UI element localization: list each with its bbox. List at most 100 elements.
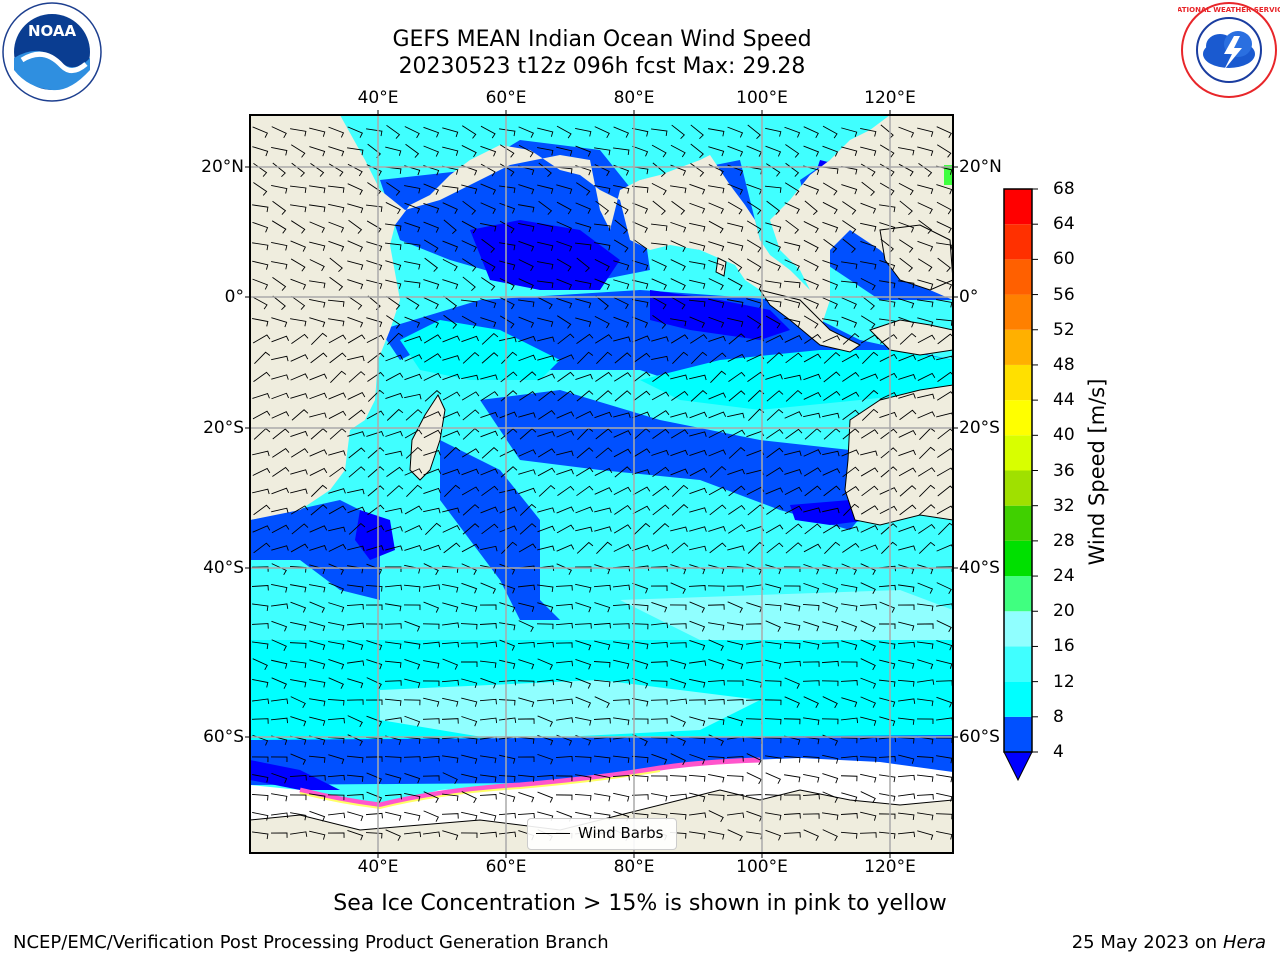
wind-barb — [499, 488, 517, 495]
wind-barb — [366, 334, 385, 344]
wind-barb — [671, 124, 685, 139]
wind-barb — [499, 242, 516, 251]
wind-barb — [576, 390, 594, 402]
legend-label: Wind Barbs — [578, 824, 664, 842]
wind-barb — [404, 126, 420, 139]
wind-barb — [594, 223, 611, 231]
wind-barb — [385, 717, 403, 723]
wind-barb — [481, 447, 499, 459]
wind-barb — [917, 354, 936, 362]
wind-barb — [594, 755, 611, 763]
wind-barb — [405, 446, 423, 459]
wind-barb — [632, 145, 649, 157]
wind-barb — [252, 126, 269, 138]
wind-barb — [651, 278, 667, 290]
wind-barb — [632, 659, 649, 670]
wind-barb — [650, 718, 668, 724]
wind-barb — [367, 504, 385, 516]
wind-barb — [271, 507, 289, 514]
wind-barb — [348, 371, 366, 383]
wind-barb — [671, 504, 689, 516]
wind-barb — [612, 774, 630, 781]
wind-barb — [480, 125, 496, 139]
wind-barb — [727, 545, 745, 551]
wind-barb — [253, 182, 268, 196]
wind-barb — [404, 811, 421, 821]
wind-barb — [367, 389, 385, 402]
wind-barb — [557, 315, 572, 329]
colorbar-tick-label: 48 — [1053, 354, 1075, 375]
wind-barb — [917, 202, 933, 215]
wind-barb — [650, 661, 668, 667]
wind-barb — [442, 622, 460, 628]
wind-barb — [670, 412, 688, 418]
wind-barb — [936, 201, 952, 215]
wind-barb — [784, 126, 801, 138]
wind-barb — [385, 242, 402, 250]
wind-barb — [936, 659, 953, 669]
wind-barb — [670, 259, 686, 272]
wind-barb — [330, 370, 347, 384]
wind-barb — [689, 202, 706, 214]
wind-barb — [348, 466, 366, 478]
wind-barb — [556, 298, 573, 309]
wind-barb — [783, 813, 801, 819]
wind-barb — [346, 604, 364, 610]
wind-barb — [613, 279, 630, 290]
wind-barb — [556, 146, 573, 156]
wind-barb — [536, 774, 554, 781]
wind-barb — [555, 660, 574, 667]
wind-barb — [404, 641, 421, 650]
wind-barb — [405, 143, 420, 158]
wind-barb — [270, 717, 289, 724]
wind-barb — [670, 221, 687, 233]
footer-date-text: 25 May 2023 on — [1071, 932, 1218, 953]
wind-barb — [252, 296, 268, 310]
wind-barb — [290, 373, 309, 381]
wind-barb — [251, 793, 269, 801]
wind-barb — [385, 811, 402, 821]
wind-barb — [480, 202, 496, 214]
wind-barb — [461, 582, 478, 594]
wind-barb — [574, 793, 592, 801]
wind-barb — [442, 146, 459, 156]
wind-barb — [727, 145, 744, 157]
wind-barb — [746, 239, 762, 253]
wind-barb — [329, 257, 343, 273]
wind-barb — [766, 428, 784, 439]
wind-barb — [518, 449, 537, 457]
wind-barb — [841, 563, 857, 575]
wind-barb — [385, 354, 404, 362]
wind-barb — [328, 659, 345, 670]
wind-barb — [271, 487, 290, 495]
wind-barb — [498, 679, 516, 686]
wind-barb — [404, 620, 421, 632]
wind-barb — [613, 755, 630, 763]
wind-barb — [404, 261, 421, 270]
wind-barb — [423, 411, 442, 419]
wind-barb — [689, 660, 707, 666]
wind-barb — [519, 371, 537, 383]
wind-barb — [461, 391, 480, 401]
wind-barb — [537, 545, 555, 552]
colorbar-tick-label: 60 — [1053, 249, 1075, 270]
wind-barb — [860, 261, 877, 270]
wind-barb — [708, 717, 725, 725]
wind-barb — [252, 525, 271, 533]
wind-barb — [879, 697, 896, 708]
wind-barb — [405, 409, 423, 421]
wind-barb — [480, 660, 497, 669]
wind-barb — [651, 622, 669, 629]
wind-barb — [784, 317, 801, 327]
wind-barb — [614, 504, 632, 515]
wind-barb — [689, 545, 707, 552]
wind-barb — [726, 585, 744, 591]
wind-barb — [917, 564, 934, 575]
wind-barb — [613, 336, 631, 342]
wind-barb — [708, 335, 726, 342]
wind-barb — [879, 204, 896, 213]
wind-barb — [632, 127, 649, 137]
wind-barb — [480, 430, 499, 438]
wind-barb — [670, 185, 687, 194]
wind-barb — [841, 620, 858, 632]
